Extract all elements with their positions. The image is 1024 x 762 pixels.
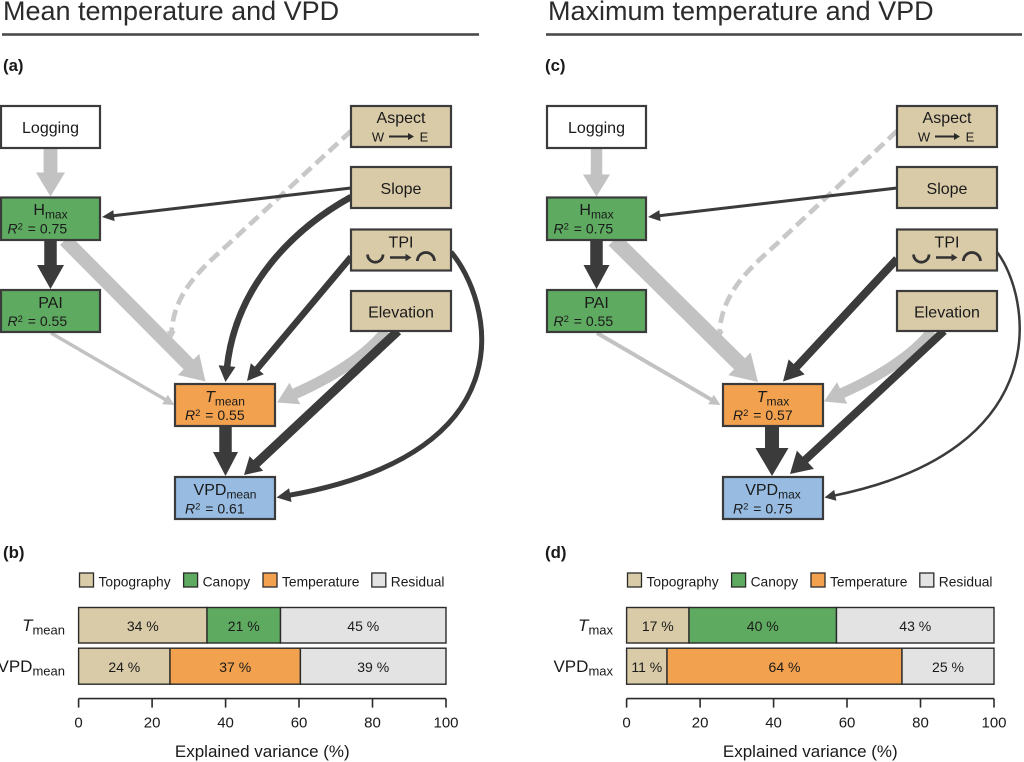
svg-text:100: 100 <box>433 715 458 732</box>
svg-text:Canopy: Canopy <box>751 575 799 590</box>
svg-text:VPDmean: VPDmean <box>194 482 257 502</box>
svg-text:21 %: 21 % <box>228 618 260 634</box>
svg-text:100: 100 <box>981 715 1006 732</box>
svg-text:R2 = 0.55: R2 = 0.55 <box>554 313 614 329</box>
svg-text:Elevation: Elevation <box>368 305 434 322</box>
svg-text:0: 0 <box>622 715 630 732</box>
svg-text:80: 80 <box>912 715 929 732</box>
svg-text:PAI: PAI <box>584 295 609 312</box>
svg-text:Temperature: Temperature <box>282 575 360 590</box>
svg-text:Residual: Residual <box>391 575 445 590</box>
svg-text:Slope: Slope <box>927 181 968 198</box>
svg-text:Explained variance (%): Explained variance (%) <box>723 742 898 761</box>
svg-text:40 %: 40 % <box>747 618 779 634</box>
svg-text:PAI: PAI <box>38 295 63 312</box>
svg-text:Mean temperature and VPD: Mean temperature and VPD <box>3 0 339 26</box>
svg-text:37 %: 37 % <box>219 659 251 675</box>
svg-text:Tmean: Tmean <box>22 616 65 638</box>
svg-text:W: W <box>372 130 385 145</box>
svg-text:Hmax: Hmax <box>33 202 67 222</box>
svg-text:20: 20 <box>144 715 161 732</box>
svg-text:TPI: TPI <box>389 235 414 252</box>
svg-text:Tmean: Tmean <box>205 389 245 409</box>
svg-text:Logging: Logging <box>22 120 79 137</box>
svg-text:Temperature: Temperature <box>830 575 908 590</box>
svg-text:(d): (d) <box>545 543 566 562</box>
svg-text:TPI: TPI <box>935 235 960 252</box>
svg-text:Slope: Slope <box>381 181 422 198</box>
svg-text:24 %: 24 % <box>108 659 140 675</box>
svg-text:VPDmean: VPDmean <box>0 657 65 679</box>
svg-text:Canopy: Canopy <box>203 575 251 590</box>
svg-text:40: 40 <box>765 715 782 732</box>
svg-text:40: 40 <box>217 715 234 732</box>
svg-text:Topography: Topography <box>647 575 719 590</box>
svg-text:Aspect: Aspect <box>377 110 426 127</box>
svg-text:VPDmax: VPDmax <box>553 657 613 679</box>
svg-text:43 %: 43 % <box>899 618 931 634</box>
svg-text:R2 = 0.75: R2 = 0.75 <box>554 221 614 237</box>
svg-text:Elevation: Elevation <box>914 305 980 322</box>
svg-text:Residual: Residual <box>939 575 993 590</box>
svg-text:E: E <box>966 130 975 145</box>
svg-text:Tmax: Tmax <box>578 616 613 638</box>
svg-text:39 %: 39 % <box>357 659 389 675</box>
svg-text:R2 = 0.75: R2 = 0.75 <box>8 221 68 237</box>
svg-text:(b): (b) <box>3 543 24 562</box>
svg-text:W: W <box>918 130 931 145</box>
svg-text:R2 = 0.55: R2 = 0.55 <box>8 313 68 329</box>
svg-text:(c): (c) <box>545 56 566 75</box>
svg-text:Logging: Logging <box>568 120 625 137</box>
svg-text:R2 = 0.57: R2 = 0.57 <box>733 407 793 423</box>
svg-text:Hmax: Hmax <box>579 202 613 222</box>
svg-text:Aspect: Aspect <box>923 110 972 127</box>
svg-text:R2 = 0.55: R2 = 0.55 <box>185 407 245 423</box>
svg-text:VPDmax: VPDmax <box>745 482 801 502</box>
svg-text:17 %: 17 % <box>642 618 674 634</box>
svg-text:Topography: Topography <box>99 575 171 590</box>
svg-text:60: 60 <box>839 715 856 732</box>
svg-text:60: 60 <box>291 715 308 732</box>
svg-text:Tmax: Tmax <box>757 389 789 409</box>
svg-text:45 %: 45 % <box>347 618 379 634</box>
svg-text:80: 80 <box>364 715 381 732</box>
svg-text:11 %: 11 % <box>631 659 662 675</box>
svg-text:E: E <box>420 130 429 145</box>
svg-text:0: 0 <box>74 715 82 732</box>
svg-text:64 %: 64 % <box>769 659 801 675</box>
svg-text:Explained variance (%): Explained variance (%) <box>175 742 350 761</box>
svg-text:Maximum temperature and VPD: Maximum temperature and VPD <box>548 0 934 26</box>
svg-text:34 %: 34 % <box>127 618 159 634</box>
svg-text:R2 = 0.75: R2 = 0.75 <box>733 501 793 517</box>
svg-text:(a): (a) <box>3 56 24 75</box>
svg-text:20: 20 <box>692 715 709 732</box>
svg-text:R2 = 0.61: R2 = 0.61 <box>185 501 245 517</box>
svg-text:25 %: 25 % <box>932 659 964 675</box>
